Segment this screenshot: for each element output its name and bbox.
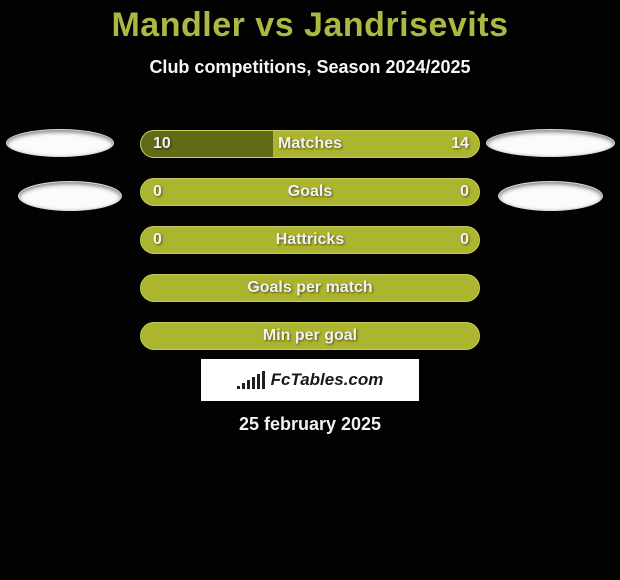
bar-goals-label: Goals (141, 179, 479, 205)
footer-date: 25 february 2025 (0, 414, 620, 435)
bar-hattricks-right-value: 0 (460, 227, 469, 253)
bar-hattricks: 0 Hattricks 0 (140, 226, 480, 254)
bar-goals: 0 Goals 0 (140, 178, 480, 206)
logo-bars-icon (237, 371, 265, 389)
oval-top-left (7, 130, 113, 156)
footer-brand-text: FcTables.com (271, 370, 384, 390)
bar-goals-right-value: 0 (460, 179, 469, 205)
subtitle: Club competitions, Season 2024/2025 (0, 57, 620, 78)
comparison-bars: 10 Matches 14 0 Goals 0 0 Hattricks 0 Go… (140, 130, 480, 370)
bar-matches-label: Matches (141, 131, 479, 157)
bar-matches-right-value: 14 (451, 131, 469, 157)
bar-gpm-label: Goals per match (141, 275, 479, 301)
bar-matches: 10 Matches 14 (140, 130, 480, 158)
oval-second-right (499, 182, 602, 210)
bar-min-per-goal: Min per goal (140, 322, 480, 350)
page-title: Mandler vs Jandrisevits (0, 6, 620, 45)
oval-second-left (19, 182, 121, 210)
bar-goals-per-match: Goals per match (140, 274, 480, 302)
bar-mpg-label: Min per goal (141, 323, 479, 349)
oval-top-right (487, 130, 614, 156)
footer-brand: FcTables.com (237, 370, 384, 390)
bar-hattricks-label: Hattricks (141, 227, 479, 253)
footer-brand-box: FcTables.com (201, 359, 419, 401)
